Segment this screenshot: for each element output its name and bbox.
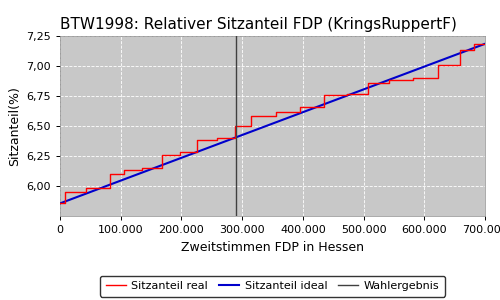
Legend: Sitzanteil real, Sitzanteil ideal, Wahlergebnis: Sitzanteil real, Sitzanteil ideal, Wahle… <box>100 276 445 297</box>
Sitzanteil real <box>386 79 392 82</box>
Sitzanteil real <box>232 136 238 140</box>
Sitzanteil ideal <box>482 42 488 46</box>
Sitzanteil real <box>62 190 68 194</box>
Sitzanteil real <box>434 76 440 80</box>
Sitzanteil real <box>107 187 113 190</box>
Sitzanteil real <box>62 201 68 205</box>
Sitzanteil real <box>214 139 220 142</box>
Sitzanteil ideal <box>396 74 402 78</box>
Sitzanteil real <box>107 172 113 176</box>
Sitzanteil real <box>366 92 372 95</box>
Sitzanteil real <box>366 81 372 85</box>
Sitzanteil real <box>386 81 392 85</box>
Sitzanteil real <box>194 139 200 142</box>
Sitzanteil real <box>456 63 462 67</box>
Sitzanteil real <box>482 43 488 46</box>
Sitzanteil real <box>57 201 63 205</box>
Sitzanteil real <box>177 153 183 157</box>
Sitzanteil real <box>82 187 88 190</box>
Sitzanteil real <box>344 93 349 97</box>
Sitzanteil real <box>272 110 278 113</box>
Sitzanteil ideal <box>100 185 106 189</box>
Sitzanteil real <box>121 172 127 176</box>
Sitzanteil real <box>471 49 477 52</box>
Sitzanteil real <box>159 166 165 170</box>
Sitzanteil real <box>482 43 488 46</box>
Sitzanteil real <box>82 190 88 194</box>
Sitzanteil ideal <box>244 131 250 135</box>
Sitzanteil real <box>139 166 145 170</box>
Sitzanteil real <box>456 49 462 52</box>
Sitzanteil real <box>139 169 145 172</box>
Sitzanteil real <box>321 93 327 97</box>
Sitzanteil real <box>344 92 349 95</box>
Sitzanteil real <box>410 79 416 82</box>
Sitzanteil real <box>159 153 165 157</box>
Sitzanteil real <box>214 136 220 140</box>
Line: Sitzanteil real: Sitzanteil real <box>60 44 485 203</box>
Sitzanteil real <box>232 124 238 128</box>
Line: Sitzanteil ideal: Sitzanteil ideal <box>60 44 485 203</box>
Sitzanteil ideal <box>57 202 63 205</box>
Sitzanteil real <box>248 124 254 128</box>
Sitzanteil ideal <box>349 92 355 96</box>
Sitzanteil real <box>297 110 303 113</box>
Sitzanteil real <box>297 105 303 109</box>
Text: BTW1998: Relativer Sitzanteil FDP (KringsRuppertF): BTW1998: Relativer Sitzanteil FDP (Kring… <box>60 17 457 32</box>
X-axis label: Zweitstimmen FDP in Hessen: Zweitstimmen FDP in Hessen <box>181 241 364 254</box>
Y-axis label: Sitzanteil(%): Sitzanteil(%) <box>8 86 20 166</box>
Sitzanteil ideal <box>388 77 394 81</box>
Sitzanteil real <box>248 115 254 118</box>
Sitzanteil real <box>121 169 127 172</box>
Sitzanteil real <box>410 76 416 80</box>
Sitzanteil ideal <box>229 137 235 141</box>
Sitzanteil real <box>177 151 183 154</box>
Sitzanteil real <box>434 63 440 67</box>
Sitzanteil real <box>194 151 200 154</box>
Sitzanteil real <box>471 43 477 46</box>
Sitzanteil real <box>272 115 278 118</box>
Sitzanteil real <box>321 105 327 109</box>
